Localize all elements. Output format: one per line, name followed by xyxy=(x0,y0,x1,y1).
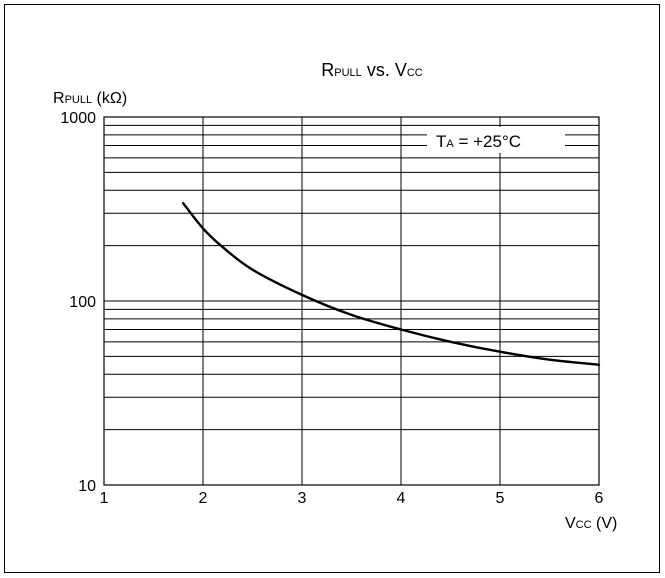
x-tick-label: 6 xyxy=(595,490,604,507)
x-tick-labels: 1 2 3 4 5 6 xyxy=(100,490,604,507)
x-axis-label: VCC (V) xyxy=(565,515,617,532)
chart-title: RPULL vs. VCC xyxy=(321,60,422,80)
series-curve xyxy=(182,202,601,366)
y-tick-label: 100 xyxy=(69,294,96,311)
temperature-annotation: TA = +25°C xyxy=(427,127,565,153)
y-axis-label: RPULL (kΩ) xyxy=(53,90,127,107)
grid xyxy=(104,117,599,485)
chart-frame xyxy=(4,4,660,573)
plot-border xyxy=(103,116,600,486)
y-tick-label: 10 xyxy=(78,478,96,495)
y-tick-labels: 10 100 1000 xyxy=(60,110,96,495)
annotation-text: TA = +25°C xyxy=(436,132,521,151)
x-tick-label: 5 xyxy=(496,490,505,507)
y-tick-label: 1000 xyxy=(60,110,96,127)
x-tick-label: 3 xyxy=(298,490,307,507)
x-tick-label: 2 xyxy=(199,490,208,507)
x-tick-label: 4 xyxy=(397,490,406,507)
x-tick-label: 1 xyxy=(100,490,109,507)
